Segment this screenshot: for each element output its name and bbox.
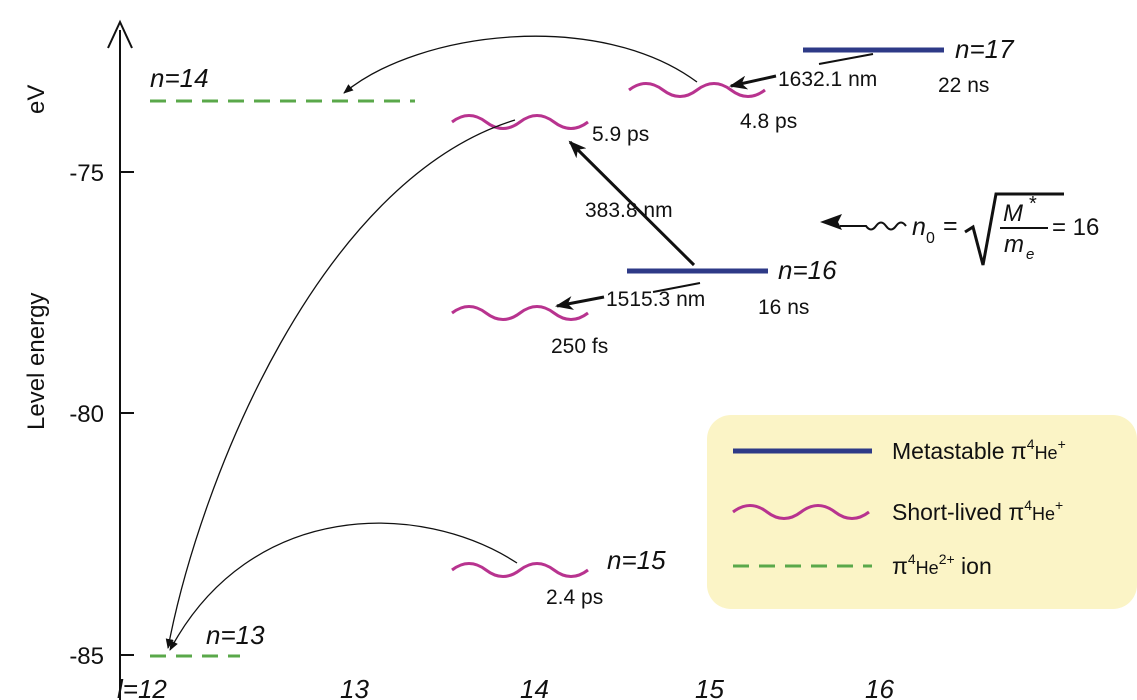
y-axis-unit: eV — [23, 85, 50, 114]
level-label-n14: n=14 — [150, 63, 209, 93]
shortlived-levels — [451, 82, 766, 578]
x-tick-label: 16 — [865, 674, 894, 700]
formula-eq: = — [943, 212, 958, 240]
legend: Metastable π4He+ Short-lived π4He+ π4He2… — [707, 415, 1137, 609]
formula-star: * — [1029, 193, 1037, 215]
y-tick-label: -75 — [69, 160, 104, 187]
lifetime-label: 16 ns — [758, 296, 809, 319]
y-axis-arrow — [107, 19, 133, 49]
formula-sub0: 0 — [926, 230, 935, 247]
sqrt-sign — [964, 192, 1064, 266]
wavy-arrow-head — [820, 214, 842, 230]
legend-label-shortlived: Short-lived π4He+ — [892, 497, 1063, 525]
laser-arrow-3838 — [568, 140, 696, 267]
level-label-n17: n=17 — [955, 34, 1015, 64]
lifetime-label: 5.9 ps — [592, 123, 649, 146]
ion-levels — [150, 99, 415, 658]
laser-arrow-1515 — [555, 295, 605, 310]
level-label-n16: n=16 — [778, 255, 837, 285]
lifetime-label: 4.8 ps — [740, 110, 797, 133]
wavelength-label: 1515.3 nm — [606, 288, 705, 311]
shortlived-level-l15-n16 — [628, 82, 766, 98]
lifetime-label: 250 fs — [551, 335, 608, 358]
decay-curve-l15-to-n14 — [343, 35, 698, 94]
level-label-n13: n=13 — [206, 620, 265, 650]
decay-curves — [165, 35, 698, 651]
x-tick-label: l=12 — [117, 674, 167, 700]
decay-curve-l14-to-n13 — [165, 119, 516, 649]
legend-label-metastable: Metastable π4He+ — [892, 436, 1066, 464]
leader-line — [818, 53, 874, 65]
y-axis-title: Level energy — [23, 293, 50, 430]
wavelength-label: 383.8 nm — [585, 199, 673, 222]
y-axis: -75 -80 -85 Level energy eV — [23, 19, 134, 700]
x-tick-label: 15 — [695, 674, 724, 700]
legend-box — [707, 415, 1137, 609]
wavelength-label: 1632.1 nm — [778, 68, 877, 91]
shortlived-level-l14-n15 — [451, 114, 589, 130]
formula-eq16: = 16 — [1052, 214, 1099, 241]
formula-sub-e: e — [1026, 246, 1034, 263]
shortlived-level-l14-n17 — [451, 562, 589, 578]
y-tick-label: -85 — [69, 643, 104, 670]
metastable-levels — [627, 47, 944, 274]
lifetime-label: 2.4 ps — [546, 586, 603, 609]
x-tick-label: 13 — [340, 674, 369, 700]
wavy-arrow — [840, 221, 907, 231]
laser-arrows — [555, 74, 777, 310]
x-axis-labels: l=12 13 14 15 16 — [117, 674, 894, 700]
formula-n: n — [912, 213, 926, 241]
shortlived-level-l14-n16 — [451, 305, 589, 321]
decay-curve-n15-to-n13 — [169, 522, 518, 651]
formula-denominator: m — [1004, 231, 1024, 258]
y-tick-label: -80 — [69, 401, 104, 428]
legend-swatch-shortlived — [732, 504, 870, 520]
lifetime-label: 22 ns — [938, 74, 989, 97]
legend-label-ion: π4He2+ ion — [892, 551, 992, 579]
level-label-n15: n=15 — [607, 545, 666, 575]
n0-formula: n 0 = M * m e = 16 — [820, 192, 1099, 266]
leader-lines — [652, 53, 874, 293]
formula-numerator: M — [1003, 200, 1023, 227]
x-tick-label: 14 — [520, 674, 549, 700]
laser-arrow-1632 — [729, 74, 777, 90]
leader-line — [652, 282, 701, 293]
